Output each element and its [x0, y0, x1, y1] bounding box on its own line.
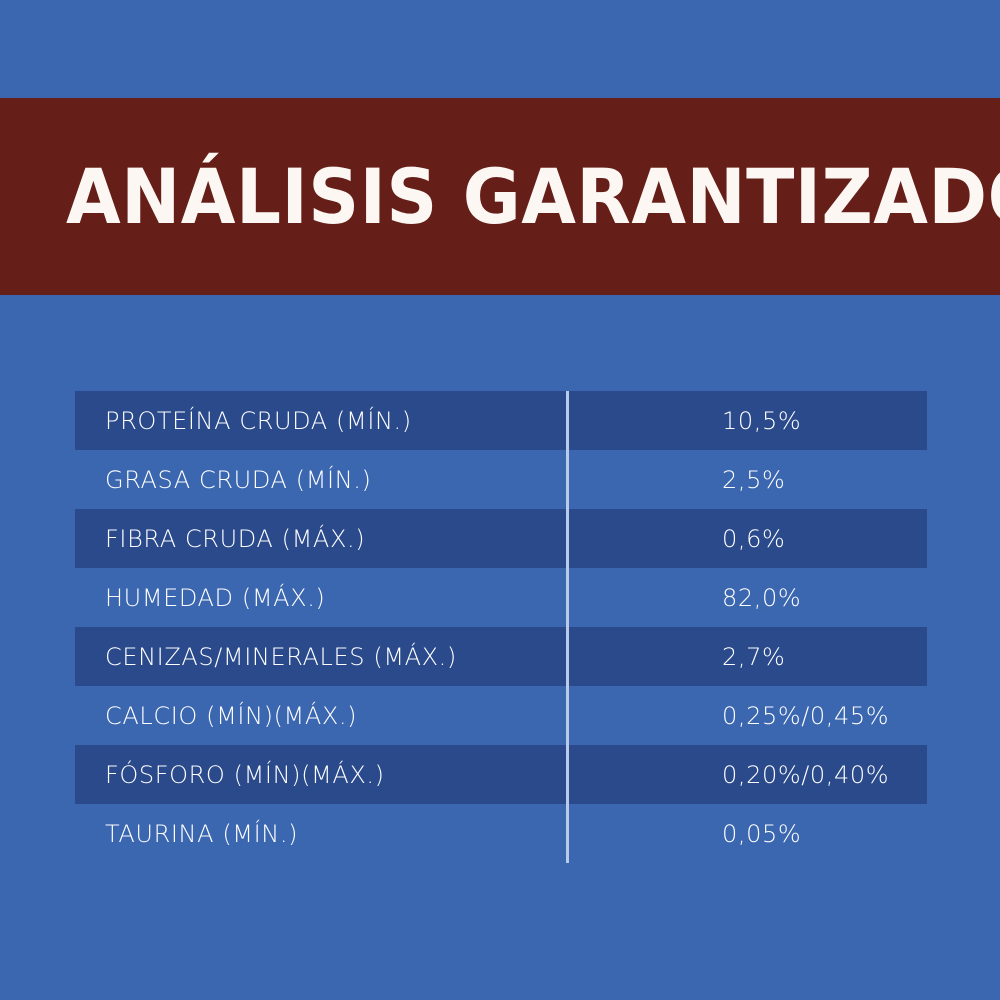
nutrient-label: PROTEÍNA CRUDA (MÍN.)	[105, 406, 412, 435]
nutrient-value: 10,5%	[722, 406, 802, 435]
nutrient-value: 0,05%	[722, 819, 802, 848]
nutrient-value: 0,25%/0,45%	[722, 701, 890, 730]
nutrient-label: CENIZAS/MINERALES (MÁX.)	[105, 642, 457, 671]
banner: ANÁLISIS GARANTIZADO	[0, 98, 1000, 295]
table-row: GRASA CRUDA (MÍN.) 2,5%	[75, 450, 927, 509]
analysis-table: PROTEÍNA CRUDA (MÍN.) 10,5% GRASA CRUDA …	[75, 391, 927, 863]
table-row: PROTEÍNA CRUDA (MÍN.) 10,5%	[75, 391, 927, 450]
table-row: CALCIO (MÍN)(MÁX.) 0,25%/0,45%	[75, 686, 927, 745]
nutrient-value: 2,5%	[722, 465, 786, 494]
column-divider	[566, 391, 569, 863]
table-row: TAURINA (MÍN.) 0,05%	[75, 804, 927, 863]
page-title: ANÁLISIS GARANTIZADO	[66, 151, 1000, 241]
nutrient-label: CALCIO (MÍN)(MÁX.)	[105, 701, 358, 730]
nutrient-value: 2,7%	[722, 642, 786, 671]
table-row: FÓSFORO (MÍN)(MÁX.) 0,20%/0,40%	[75, 745, 927, 804]
nutrient-value: 0,20%/0,40%	[722, 760, 890, 789]
table-row: CENIZAS/MINERALES (MÁX.) 2,7%	[75, 627, 927, 686]
nutrient-label: FÓSFORO (MÍN)(MÁX.)	[105, 760, 385, 789]
nutrient-value: 0,6%	[722, 524, 786, 553]
nutrient-label: GRASA CRUDA (MÍN.)	[105, 465, 372, 494]
nutrient-label: HUMEDAD (MÁX.)	[105, 583, 326, 612]
nutrient-value: 82,0%	[722, 583, 802, 612]
nutrient-label: FIBRA CRUDA (MÁX.)	[105, 524, 366, 553]
table-row: HUMEDAD (MÁX.) 82,0%	[75, 568, 927, 627]
table-row: FIBRA CRUDA (MÁX.) 0,6%	[75, 509, 927, 568]
nutrient-label: TAURINA (MÍN.)	[105, 819, 299, 848]
